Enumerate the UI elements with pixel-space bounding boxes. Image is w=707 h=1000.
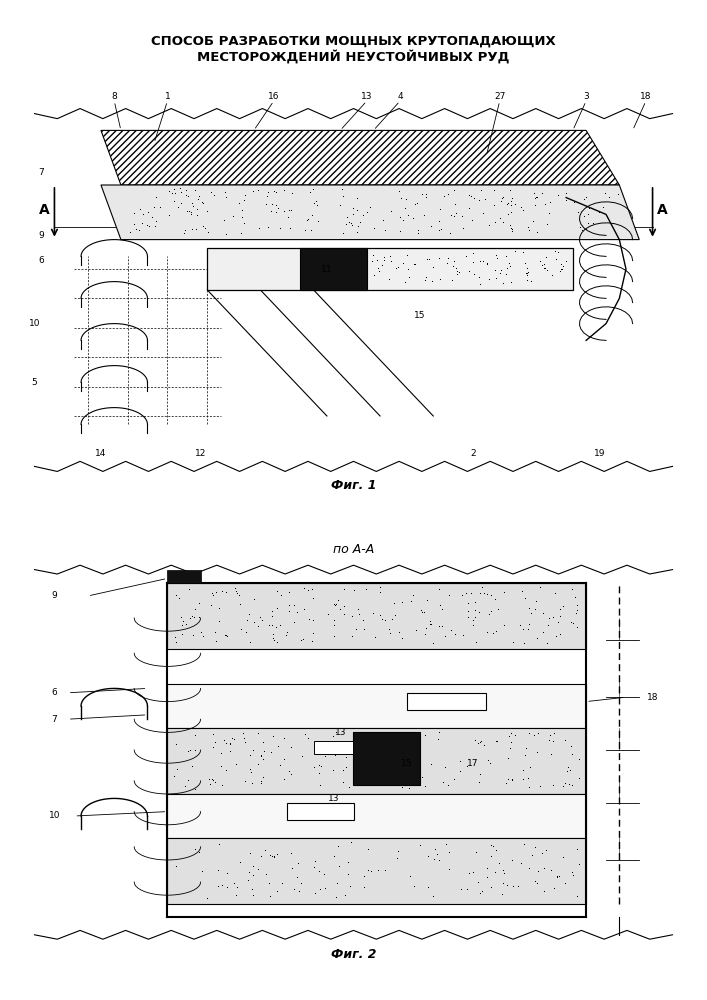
Text: Фиг. 2: Фиг. 2 [331,948,376,961]
Bar [287,803,354,820]
Text: Фиг. 1: Фиг. 1 [331,479,376,492]
Text: МЕСТОРОЖДЕНИЙ НЕУСТОЙЧИВЫХ РУД: МЕСТОРОЖДЕНИЙ НЕУСТОЙЧИВЫХ РУД [197,50,510,64]
Text: 13: 13 [361,92,373,101]
Text: 18: 18 [647,693,658,702]
Text: A: A [39,203,50,217]
Text: 10: 10 [29,319,40,328]
Text: 5: 5 [32,378,37,387]
Text: 27: 27 [494,92,506,101]
Text: 14: 14 [95,449,107,458]
Bar [314,741,354,754]
Bar [354,732,420,785]
Bar [168,794,586,838]
Text: 12: 12 [195,449,206,458]
Bar [207,248,573,290]
Bar [168,684,586,728]
Polygon shape [101,130,619,185]
Bar [168,838,586,904]
Bar [407,693,486,710]
Text: 19: 19 [594,449,605,458]
Text: 7: 7 [52,715,57,724]
Text: 8: 8 [112,92,117,101]
Text: 1: 1 [165,92,170,101]
Text: 15: 15 [401,759,412,768]
Text: 18: 18 [640,92,652,101]
Text: 4: 4 [397,92,403,101]
Text: 10: 10 [49,812,60,820]
Bar [168,583,586,649]
Text: 16: 16 [268,92,279,101]
Text: A: A [657,203,668,217]
Text: 13: 13 [334,728,346,737]
Text: 7: 7 [38,168,44,177]
Text: 2: 2 [470,449,476,458]
Text: 11: 11 [321,264,333,273]
Bar [168,728,586,794]
Polygon shape [300,248,367,290]
Text: 15: 15 [414,311,426,320]
Text: 9: 9 [52,591,57,600]
Text: 9: 9 [38,231,44,240]
Text: 3: 3 [583,92,589,101]
Text: 17: 17 [467,759,479,768]
Bar [168,570,201,583]
Text: СПОСОБ РАЗРАБОТКИ МОЩНЫХ КРУТОПАДАЮЩИХ: СПОСОБ РАЗРАБОТКИ МОЩНЫХ КРУТОПАДАЮЩИХ [151,35,556,48]
Text: 6: 6 [38,256,44,265]
Text: по А-А: по А-А [333,543,374,556]
Text: 6: 6 [52,688,57,697]
Polygon shape [101,185,639,240]
Text: 13: 13 [328,794,339,803]
